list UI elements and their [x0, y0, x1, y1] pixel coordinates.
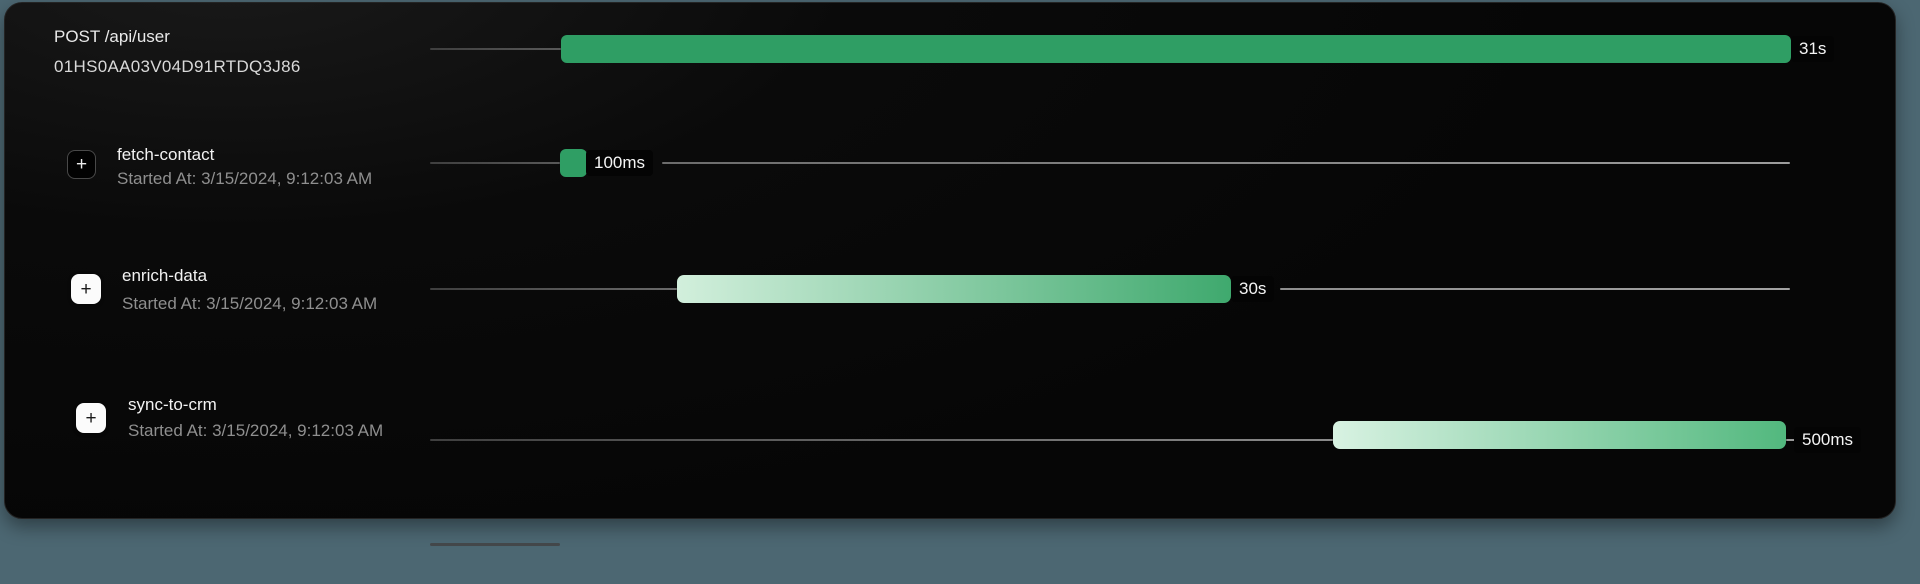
timeline-track: [430, 162, 560, 164]
span-duration-label: 30s: [1231, 276, 1275, 302]
span-started-at: Started At: 3/15/2024, 9:12:03 AM: [122, 294, 378, 313]
timeline-track: [1280, 288, 1790, 290]
timeline-scrubber-remnant[interactable]: [430, 543, 560, 546]
span-started-at: Started At: 3/15/2024, 9:12:03 AM: [117, 169, 373, 188]
span-name: fetch-contact: [117, 145, 215, 164]
span-started-at: Started At: 3/15/2024, 9:12:03 AM: [128, 421, 384, 440]
plus-icon: +: [85, 407, 97, 429]
trace-duration-label: 31s: [1791, 36, 1835, 62]
timeline-track: [430, 439, 1333, 441]
trace-run-id: 01HS0AA03V04D91RTDQ3J86: [54, 57, 301, 76]
timeline-track: [430, 288, 677, 290]
span-duration-bar[interactable]: [1333, 421, 1786, 449]
timeline-track: [1786, 439, 1799, 441]
timeline-track: [430, 48, 561, 50]
span-duration-bar[interactable]: [677, 275, 1231, 303]
timeline-track: [662, 162, 1790, 164]
span-duration-bar[interactable]: [560, 149, 587, 177]
span-name: sync-to-crm: [128, 395, 217, 414]
expand-span-button[interactable]: +: [71, 274, 101, 304]
plus-icon: +: [75, 154, 88, 175]
span-name: enrich-data: [122, 266, 208, 285]
expand-span-button[interactable]: +: [67, 150, 96, 179]
trace-duration-bar[interactable]: [561, 35, 1791, 63]
span-duration-label: 500ms: [1794, 427, 1862, 453]
span-duration-label: 100ms: [586, 150, 654, 176]
expand-span-button[interactable]: +: [76, 403, 106, 433]
trace-title: POST /api/user: [54, 27, 170, 46]
plus-icon: +: [80, 278, 92, 300]
